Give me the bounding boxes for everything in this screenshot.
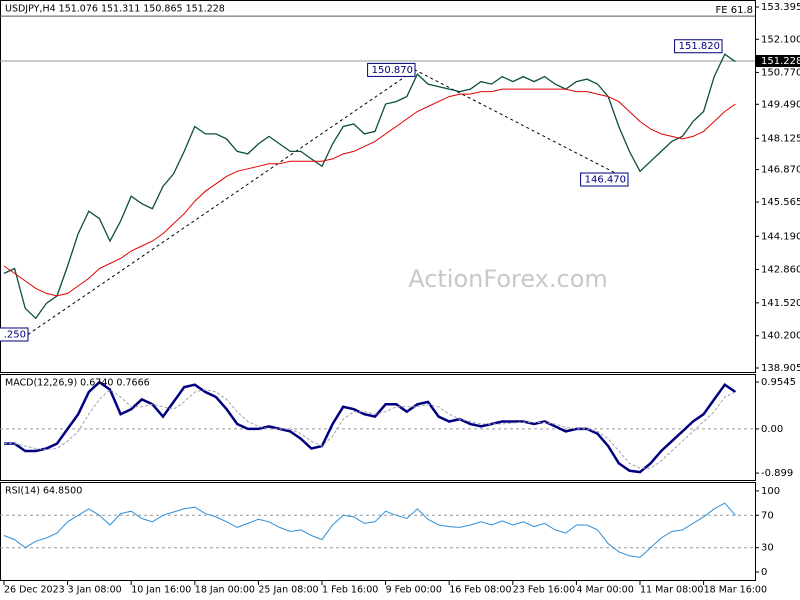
x-tick-label: 1 Feb 16:00	[322, 585, 378, 596]
last-price-label: 151.228	[761, 56, 800, 67]
x-tick-label: 25 Jan 08:00	[258, 585, 318, 596]
series-line	[3, 53, 736, 320]
y-tick-label: 138.905	[761, 363, 800, 374]
x-tick-label: 4 Mar 00:00	[576, 585, 633, 596]
annotation-label: 151.820	[679, 41, 720, 52]
panel-title: MACD(12,26,9) 0.6740 0.7666	[5, 378, 150, 389]
y-tick-label: 30	[761, 543, 774, 554]
y-tick-label: 0.00	[761, 424, 783, 435]
annotation-label: 146.470	[585, 175, 626, 186]
annotation-label: 150.870	[372, 65, 413, 76]
series-line	[4, 388, 736, 469]
y-tick-label: 150.770	[761, 67, 800, 78]
watermark: ActionForex.com	[408, 265, 608, 293]
y-tick-label: 144.190	[761, 231, 800, 242]
fe-label: FE 61.8	[715, 5, 753, 16]
y-tick-label: 100	[761, 486, 780, 497]
y-tick-label: 146.870	[761, 165, 800, 176]
y-tick-label: 152.100	[761, 34, 800, 45]
x-tick-label: 26 Dec 2023	[4, 585, 65, 596]
panel-frame	[0, 0, 756, 373]
y-tick-label: 153.395	[761, 2, 800, 13]
panel-frame	[0, 374, 756, 481]
y-tick-label: 140.200	[761, 331, 800, 342]
last-price-box	[755, 54, 800, 67]
series-line	[3, 502, 736, 558]
y-tick-label: -0.899	[761, 468, 793, 479]
y-tick-label: 148.125	[761, 133, 800, 144]
x-tick-label: 3 Jan 08:00	[68, 585, 122, 596]
y-tick-label: 70	[761, 510, 774, 521]
x-tick-label: 16 Feb 08:00	[449, 585, 511, 596]
y-tick-label: 149.490	[761, 99, 800, 110]
series-line	[3, 88, 736, 297]
y-tick-label: 0.9545	[761, 377, 796, 388]
annotation-box	[674, 39, 723, 54]
series-line	[4, 380, 737, 474]
panel-title: RSI(14) 64.8500	[5, 486, 82, 497]
x-tick-label: 18 Jan 00:00	[195, 585, 255, 596]
x-tick-label: 18 Mar 16:00	[704, 585, 767, 596]
annotation-label: .250	[4, 329, 26, 340]
annotation-box	[0, 327, 29, 342]
y-tick-label: 142.860	[761, 264, 800, 275]
annotation-box	[580, 172, 629, 187]
panel-frame	[0, 482, 756, 581]
x-tick-label: 9 Feb 00:00	[386, 585, 442, 596]
annotation-box	[367, 62, 416, 77]
y-tick-label: 141.520	[761, 298, 800, 309]
x-tick-label: 11 Mar 08:00	[640, 585, 703, 596]
y-tick-label: 0	[761, 567, 767, 578]
y-tick-label: 145.565	[761, 197, 800, 208]
x-tick-label: 23 Feb 16:00	[513, 585, 575, 596]
panel-title: USDJPY,H4 151.076 151.311 150.865 151.22…	[5, 4, 225, 15]
x-tick-label: 10 Jan 16:00	[131, 585, 191, 596]
